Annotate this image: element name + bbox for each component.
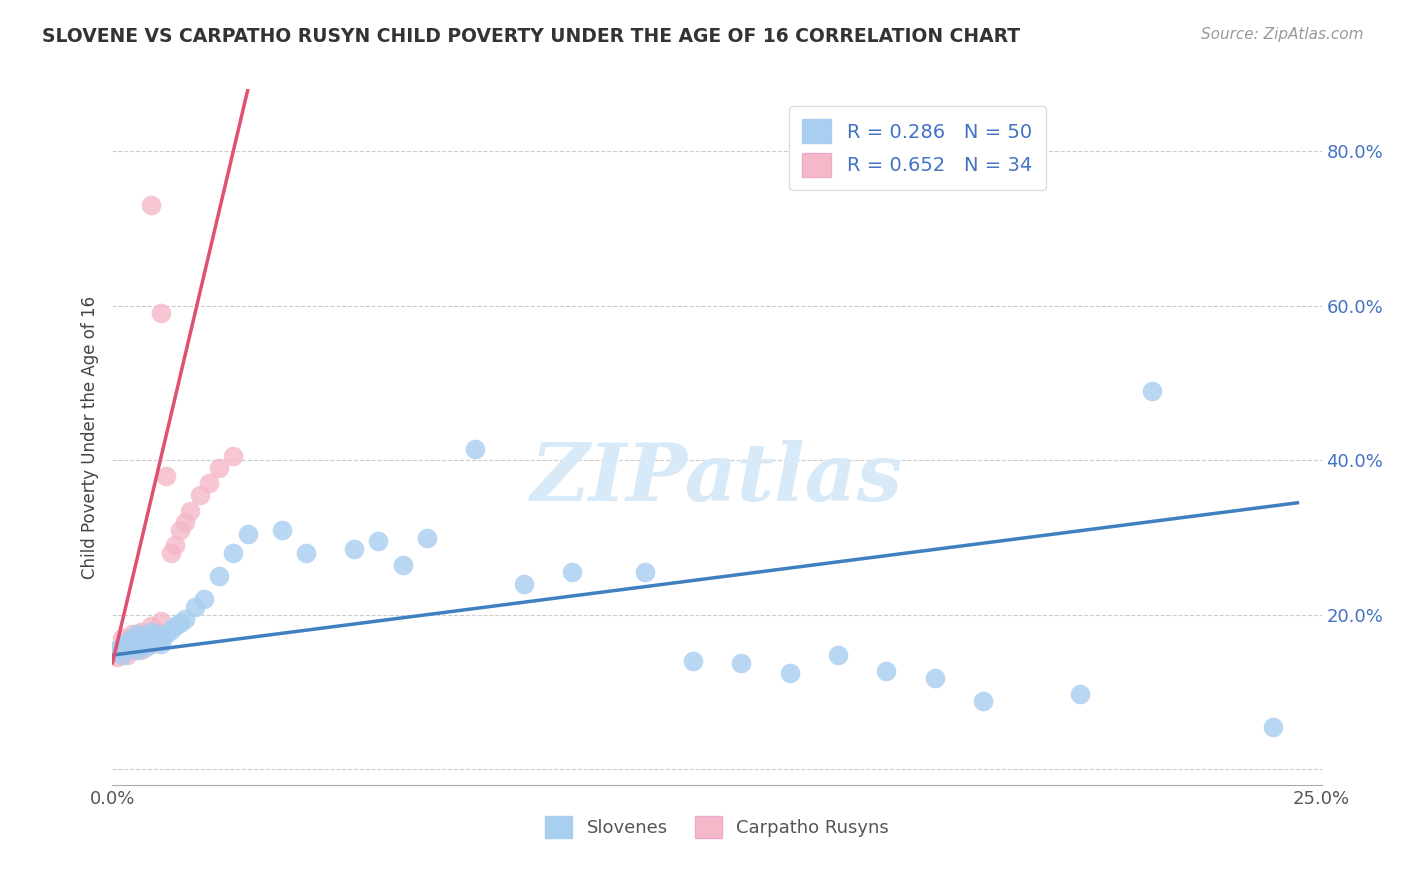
Point	[779, 665, 801, 680]
Point	[141, 198, 163, 212]
Point	[1069, 687, 1091, 701]
Point	[416, 531, 439, 545]
Point	[174, 515, 197, 529]
Point	[105, 642, 128, 657]
Point	[367, 534, 389, 549]
Point	[149, 627, 172, 641]
Point	[135, 640, 157, 655]
Point	[121, 631, 143, 645]
Point	[193, 592, 215, 607]
Point	[149, 306, 172, 320]
Point	[165, 619, 187, 633]
Y-axis label: Child Poverty Under the Age of 16: Child Poverty Under the Age of 16	[80, 295, 98, 579]
Point	[1142, 384, 1164, 398]
Point	[149, 631, 172, 645]
Point	[169, 615, 191, 630]
Point	[159, 624, 181, 638]
Point	[105, 650, 128, 665]
Point	[125, 642, 148, 657]
Point	[1263, 720, 1285, 734]
Point	[115, 648, 138, 662]
Point	[198, 476, 221, 491]
Point	[111, 639, 134, 653]
Point	[111, 639, 134, 653]
Point	[131, 632, 153, 647]
Point	[135, 630, 157, 644]
Point	[159, 546, 181, 560]
Point	[827, 648, 849, 662]
Point	[222, 450, 245, 464]
Point	[222, 546, 245, 560]
Point	[131, 639, 153, 653]
Point	[924, 671, 946, 685]
Point	[111, 647, 134, 661]
Point	[125, 632, 148, 647]
Point	[149, 637, 172, 651]
Point	[141, 624, 163, 639]
Point	[135, 635, 157, 649]
Point	[149, 614, 172, 628]
Text: ZIPatlas: ZIPatlas	[531, 440, 903, 517]
Point	[135, 635, 157, 649]
Point	[343, 542, 366, 557]
Point	[169, 523, 191, 537]
Point	[111, 648, 134, 662]
Point	[131, 642, 153, 657]
Point	[236, 526, 259, 541]
Point	[125, 640, 148, 655]
Point	[165, 538, 187, 552]
Point	[121, 637, 143, 651]
Point	[730, 656, 752, 670]
Point	[105, 642, 128, 657]
Point	[115, 642, 138, 657]
Point	[188, 488, 211, 502]
Point	[561, 566, 583, 580]
Point	[131, 630, 153, 644]
Point	[208, 461, 231, 475]
Point	[633, 566, 655, 580]
Point	[295, 546, 318, 560]
Point	[208, 569, 231, 583]
Point	[111, 631, 134, 645]
Point	[115, 640, 138, 655]
Point	[145, 624, 167, 639]
Point	[141, 637, 163, 651]
Point	[125, 635, 148, 649]
Point	[391, 558, 413, 572]
Point	[464, 442, 486, 456]
Point	[972, 694, 994, 708]
Point	[121, 637, 143, 651]
Text: Source: ZipAtlas.com: Source: ZipAtlas.com	[1201, 27, 1364, 42]
Point	[155, 468, 177, 483]
Point	[145, 627, 167, 641]
Point	[145, 631, 167, 645]
Point	[179, 503, 201, 517]
Point	[141, 619, 163, 633]
Point	[183, 600, 205, 615]
Point	[155, 627, 177, 641]
Point	[125, 627, 148, 641]
Point	[512, 577, 534, 591]
Point	[115, 635, 138, 649]
Point	[121, 627, 143, 641]
Point	[131, 624, 153, 639]
Point	[174, 612, 197, 626]
Text: SLOVENE VS CARPATHO RUSYN CHILD POVERTY UNDER THE AGE OF 16 CORRELATION CHART: SLOVENE VS CARPATHO RUSYN CHILD POVERTY …	[42, 27, 1021, 45]
Point	[270, 523, 292, 537]
Point	[141, 631, 163, 645]
Point	[682, 654, 704, 668]
Legend: Slovenes, Carpatho Rusyns: Slovenes, Carpatho Rusyns	[538, 809, 896, 846]
Point	[875, 664, 897, 678]
Point	[145, 632, 167, 647]
